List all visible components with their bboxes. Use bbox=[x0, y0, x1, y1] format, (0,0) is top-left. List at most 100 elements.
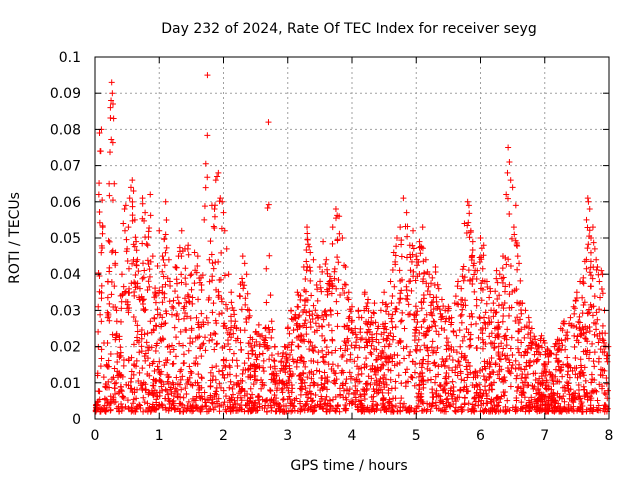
data-point bbox=[496, 292, 503, 299]
data-point bbox=[141, 353, 148, 360]
data-point bbox=[309, 311, 316, 318]
data-point bbox=[584, 245, 591, 252]
data-point bbox=[180, 360, 187, 367]
data-point-peak bbox=[219, 198, 226, 205]
data-point bbox=[595, 358, 602, 365]
data-point-peak bbox=[106, 180, 113, 187]
data-point bbox=[538, 407, 545, 414]
data-point bbox=[147, 318, 154, 325]
data-point bbox=[172, 388, 179, 395]
data-point bbox=[349, 330, 356, 337]
data-point bbox=[511, 231, 518, 238]
data-point bbox=[139, 240, 146, 247]
data-point-peak bbox=[477, 235, 484, 241]
data-point bbox=[271, 392, 278, 399]
data-point bbox=[504, 397, 511, 404]
data-point-peak bbox=[249, 336, 256, 343]
data-point bbox=[587, 272, 594, 279]
data-point bbox=[165, 395, 172, 402]
data-point bbox=[506, 291, 513, 298]
data-point bbox=[244, 397, 251, 404]
data-point bbox=[514, 384, 521, 391]
data-point bbox=[342, 281, 349, 288]
data-point bbox=[480, 252, 487, 259]
data-point bbox=[114, 350, 121, 357]
data-point bbox=[482, 320, 489, 327]
data-point bbox=[251, 399, 258, 406]
data-point-peak bbox=[159, 253, 166, 260]
data-point-peak bbox=[525, 314, 532, 321]
data-point bbox=[562, 336, 569, 343]
data-point bbox=[380, 362, 387, 369]
data-point bbox=[562, 406, 569, 413]
data-point bbox=[344, 386, 351, 393]
data-point bbox=[145, 278, 152, 285]
data-point-peak bbox=[94, 372, 101, 379]
data-point bbox=[279, 396, 286, 403]
data-point bbox=[602, 330, 609, 337]
data-point bbox=[105, 237, 112, 244]
data-point bbox=[374, 356, 381, 363]
data-point-peak bbox=[191, 249, 198, 256]
data-point bbox=[375, 339, 382, 346]
data-point bbox=[125, 265, 132, 272]
data-point bbox=[215, 368, 222, 375]
data-point bbox=[313, 367, 320, 374]
data-point bbox=[439, 356, 446, 363]
data-point bbox=[180, 305, 187, 312]
data-point bbox=[439, 313, 446, 320]
data-point bbox=[319, 268, 326, 275]
data-point bbox=[281, 408, 288, 415]
data-point bbox=[359, 335, 366, 342]
data-point bbox=[502, 283, 509, 290]
data-point bbox=[534, 403, 541, 410]
data-point bbox=[111, 399, 118, 406]
data-point bbox=[392, 385, 399, 392]
data-point bbox=[398, 237, 405, 244]
data-point bbox=[591, 293, 598, 300]
data-point bbox=[310, 358, 317, 365]
data-point bbox=[100, 374, 107, 381]
data-point bbox=[497, 395, 504, 402]
data-point bbox=[519, 379, 526, 386]
data-point bbox=[600, 337, 607, 344]
data-point-peak bbox=[445, 303, 452, 310]
data-point bbox=[185, 398, 192, 405]
data-point-peak bbox=[188, 271, 195, 278]
data-point bbox=[542, 408, 549, 415]
data-point bbox=[561, 405, 568, 412]
data-point bbox=[173, 374, 180, 381]
data-point bbox=[506, 356, 513, 363]
data-point bbox=[471, 394, 478, 401]
data-point-peak bbox=[130, 187, 137, 194]
data-point-peak bbox=[570, 303, 577, 310]
data-point bbox=[554, 390, 561, 397]
data-point-peak bbox=[96, 130, 103, 137]
data-point bbox=[204, 132, 211, 139]
data-point-peak bbox=[323, 256, 330, 263]
data-point-peak bbox=[435, 285, 442, 292]
data-point bbox=[429, 394, 436, 401]
data-point bbox=[543, 369, 550, 376]
data-point bbox=[457, 343, 464, 350]
data-point bbox=[389, 292, 396, 299]
data-point bbox=[579, 310, 586, 317]
data-point bbox=[389, 324, 396, 331]
data-point bbox=[288, 315, 295, 322]
data-point bbox=[387, 353, 394, 360]
data-point bbox=[599, 322, 606, 329]
data-point bbox=[180, 351, 187, 358]
data-point bbox=[342, 401, 349, 408]
data-point-peak bbox=[284, 325, 291, 332]
data-point bbox=[300, 322, 307, 329]
data-point bbox=[521, 366, 528, 373]
data-point bbox=[193, 393, 200, 400]
data-point-peak bbox=[455, 278, 462, 285]
data-point bbox=[334, 362, 341, 369]
data-point bbox=[449, 356, 456, 363]
data-point bbox=[486, 333, 493, 340]
data-point bbox=[153, 405, 160, 412]
data-point bbox=[352, 382, 359, 389]
data-point bbox=[351, 344, 358, 351]
data-point-peak bbox=[548, 350, 555, 357]
